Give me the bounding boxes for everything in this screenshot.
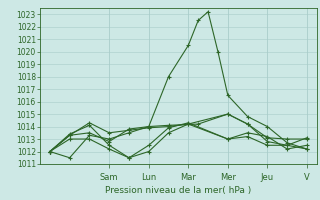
X-axis label: Pression niveau de la mer( hPa ): Pression niveau de la mer( hPa ) (105, 186, 252, 195)
